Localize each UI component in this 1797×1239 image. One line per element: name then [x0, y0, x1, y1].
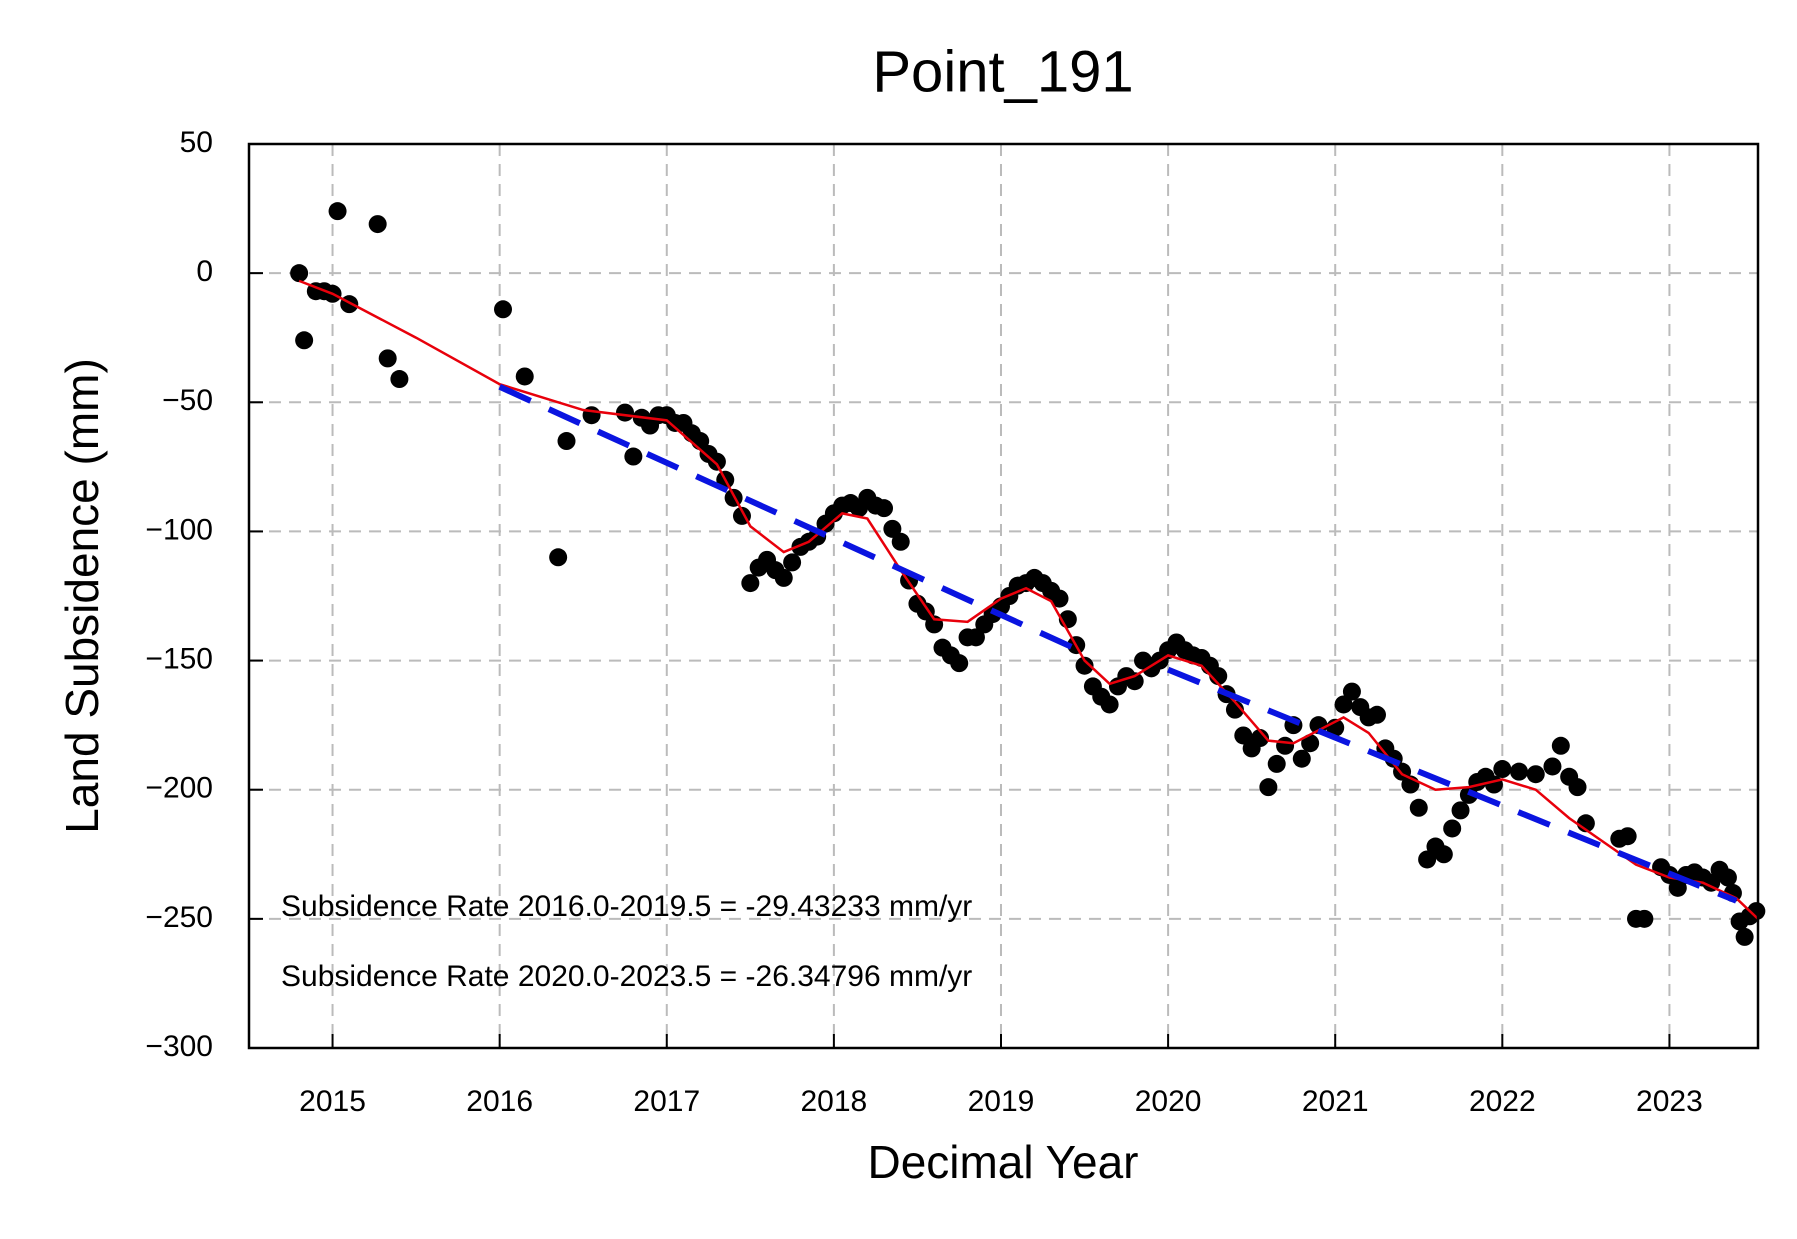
- data-point: [1718, 868, 1737, 887]
- data-point: [783, 553, 802, 572]
- data-point: [1075, 656, 1094, 675]
- data-point: [1443, 819, 1462, 838]
- plot-frame: [247, 142, 1760, 1050]
- data-point: [1234, 726, 1253, 745]
- data-point: [624, 447, 643, 466]
- y-tick-label: −250: [145, 901, 213, 934]
- data-point: [295, 331, 314, 350]
- chart-title: Point_191: [872, 39, 1133, 104]
- data-point: [1551, 736, 1570, 755]
- data-point: [1259, 778, 1278, 797]
- data-point: [1543, 757, 1562, 776]
- data-point: [1668, 878, 1687, 897]
- annotation: Subsidence Rate 2016.0-2019.5 = -29.4323…: [281, 890, 972, 923]
- trend-line: [1166, 666, 1738, 904]
- data-point: [1418, 850, 1437, 869]
- x-tick-label: 2023: [1636, 1085, 1703, 1118]
- data-point: [1409, 798, 1428, 817]
- data-point: [1618, 827, 1637, 846]
- data-point: [891, 532, 910, 551]
- data-point: [1635, 909, 1654, 928]
- data-point: [1301, 734, 1320, 753]
- data-point: [390, 370, 409, 389]
- data-point: [1225, 700, 1244, 719]
- data-point: [1100, 695, 1119, 714]
- data-point: [328, 202, 347, 221]
- x-tick-label: 2017: [633, 1085, 700, 1118]
- data-point: [1267, 754, 1286, 773]
- data-point: [1050, 589, 1069, 608]
- y-tick-label: 50: [180, 126, 213, 159]
- y-tick-label: −100: [145, 513, 213, 546]
- data-point: [368, 215, 387, 234]
- data-point: [1434, 845, 1453, 864]
- data-point: [515, 367, 534, 386]
- data-point: [378, 349, 397, 368]
- x-tick-label: 2019: [968, 1085, 1035, 1118]
- data-point: [966, 628, 985, 647]
- data-point: [1342, 682, 1361, 701]
- data-point: [1702, 873, 1721, 892]
- data-point: [1735, 927, 1754, 946]
- x-tick-label: 2018: [801, 1085, 868, 1118]
- data-point: [1334, 695, 1353, 714]
- data-point: [707, 452, 726, 471]
- data-point: [1367, 705, 1386, 724]
- data-point: [883, 519, 902, 538]
- smooth-line: [298, 279, 1759, 920]
- data-point: [1510, 762, 1529, 781]
- y-tick-label: 0: [196, 255, 213, 288]
- data-point: [1526, 765, 1545, 784]
- data-point: [875, 499, 894, 518]
- data-point: [1747, 902, 1766, 921]
- x-axis-label: Decimal Year: [867, 1136, 1138, 1188]
- x-tick-label: 2015: [299, 1085, 366, 1118]
- data-point: [741, 574, 760, 593]
- data-point: [1484, 775, 1503, 794]
- data-point: [774, 568, 793, 587]
- x-tick-label: 2021: [1302, 1085, 1369, 1118]
- y-tick-label: −200: [145, 772, 213, 805]
- data-point: [1292, 749, 1311, 768]
- data-point: [1276, 736, 1295, 755]
- y-tick-label: −150: [145, 642, 213, 675]
- y-tick-label: −50: [162, 384, 213, 417]
- data-point: [290, 264, 309, 283]
- data-point: [557, 432, 576, 451]
- annotation: Subsidence Rate 2020.0-2023.5 = -26.3479…: [281, 960, 972, 993]
- data-point: [950, 654, 969, 673]
- data-point: [1451, 801, 1470, 820]
- x-tick-label: 2016: [466, 1085, 533, 1118]
- x-tick-label: 2022: [1469, 1085, 1536, 1118]
- data-point: [1568, 778, 1587, 797]
- x-tick-label: 2020: [1135, 1085, 1202, 1118]
- y-axis-label: Land Subsidence (mm): [56, 358, 108, 834]
- y-tick-label: −300: [145, 1030, 213, 1063]
- data-point: [916, 602, 935, 621]
- data-point: [1493, 760, 1512, 779]
- data-point: [615, 403, 634, 422]
- data-point: [549, 548, 568, 567]
- trend-line: [498, 384, 1086, 656]
- data-point: [582, 406, 601, 425]
- data-point: [340, 295, 359, 314]
- data-point: [1251, 729, 1270, 748]
- data-point: [494, 300, 513, 319]
